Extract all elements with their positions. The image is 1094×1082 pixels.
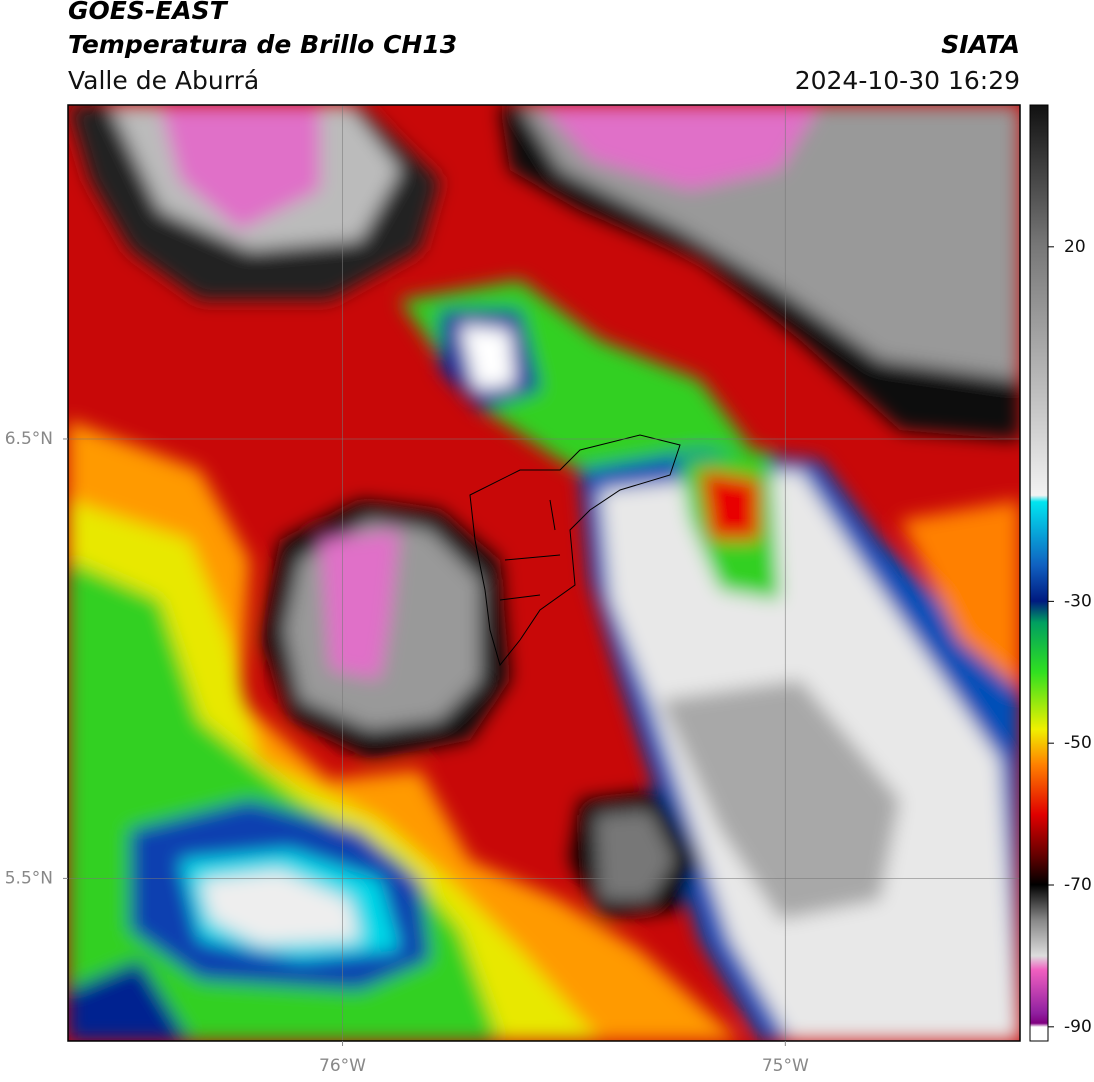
product-title: Temperatura de Brillo CH13 [68, 30, 457, 59]
colorbar-tick-label: -30 [1064, 591, 1092, 611]
map-frame [67, 104, 1021, 1042]
colorbar-tick-label: -90 [1064, 1017, 1092, 1037]
timestamp: 2024-10-30 16:29 [795, 66, 1020, 95]
lon-tick-label: 75°W [762, 1056, 809, 1076]
colorbar-tick-label: 20 [1064, 237, 1086, 257]
agency-name: SIATA [941, 30, 1020, 59]
colorbar-tick-label: -50 [1064, 733, 1092, 753]
satellite-imagery [68, 105, 1020, 1041]
lat-tick-label: 6.5°N [5, 429, 53, 449]
region-name: Valle de Aburrá [68, 66, 259, 95]
satellite-name: GOES-EAST [68, 0, 229, 25]
colorbar [1029, 104, 1049, 1042]
lat-tick-label: 5.5°N [5, 868, 53, 888]
lon-tick-label: 76°W [319, 1056, 366, 1076]
colorbar-tick-label: -70 [1064, 875, 1092, 895]
